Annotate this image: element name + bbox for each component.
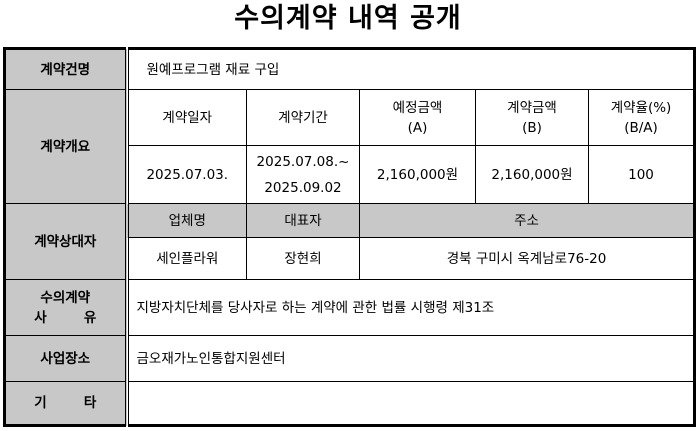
- counterparty-value-row: 세인플라워 장현희 경북 구미시 옥계남로76-20: [5, 237, 695, 280]
- page-title: 수의계약 내역 공개: [234, 3, 462, 34]
- contract-disclosure-table: 계약건명 원예프로그램 재료 구입 계약개요 계약일자 계약기간 예정금액 (A)…: [3, 47, 696, 427]
- contract-name-label: 계약건명: [4, 48, 129, 90]
- header-contract-date: 계약일자: [126, 89, 247, 146]
- etc-label-b: 타: [83, 395, 97, 411]
- counterparty-label: 계약상대자: [4, 203, 129, 280]
- period-end: 2025.09.02: [264, 179, 342, 196]
- contract-date-value: 2025.07.03.: [126, 145, 247, 204]
- etc-label-a: 기: [34, 395, 47, 411]
- reason-label-a: 사: [34, 309, 47, 326]
- reason-label: 수의계약 사 유: [4, 279, 129, 336]
- header-contract-amount: 계약금액 (B): [475, 89, 589, 146]
- reason-value: 지방자치단체를 당사자로 하는 계약에 관한 법률 시행령 제31조: [126, 279, 695, 336]
- header-representative: 대표자: [246, 203, 360, 238]
- header-address: 주소: [359, 203, 695, 238]
- company-value: 세인플라워: [126, 237, 247, 280]
- contract-name-row: 계약건명 원예프로그램 재료 구입: [4, 48, 695, 90]
- overview-value-row: 2025.07.03. 2025.07.08.~ 2025.09.02 2,160…: [5, 145, 695, 204]
- header-rate: 계약율(%) (B/A): [588, 89, 695, 146]
- period-start: 2025.07.08.~: [256, 153, 350, 170]
- header-contract-amount-sub: (B): [522, 119, 542, 136]
- contract-name-value: 원예프로그램 재료 구입: [126, 48, 695, 90]
- location-value: 금오재가노인통합지원센터: [126, 335, 695, 382]
- header-contract-period: 계약기간: [246, 89, 360, 146]
- counterparty-header-row: 계약상대자 업체명 대표자 주소: [4, 203, 695, 280]
- location-label: 사업장소: [4, 335, 129, 382]
- contract-period-value: 2025.07.08.~ 2025.09.02: [246, 145, 360, 204]
- overview-header-row: 계약개요 계약일자 계약기간 예정금액 (A) 계약금액 (B) 계약율(%) (B/…: [4, 89, 695, 204]
- reason-row: 수의계약 사 유 지방자치단체를 당사자로 하는 계약에 관한 법률 시행령 제3…: [4, 279, 695, 336]
- header-rate-label: 계약율(%): [610, 99, 672, 116]
- header-estimated-amount-label: 예정금액: [392, 99, 443, 116]
- rate-value: 100: [588, 145, 695, 204]
- location-row: 사업장소 금오재가노인통합지원센터: [4, 335, 695, 382]
- reason-label-line1: 수의계약: [40, 289, 91, 306]
- header-rate-sub: (B/A): [624, 119, 658, 136]
- header-contract-amount-label: 계약금액: [507, 99, 557, 116]
- contract-amount-value: 2,160,000원: [475, 145, 589, 204]
- header-estimated-amount-sub: (A): [407, 119, 428, 136]
- estimated-amount-value: 2,160,000원: [359, 145, 476, 204]
- representative-value: 장현희: [246, 237, 360, 280]
- header-estimated-amount: 예정금액 (A): [359, 89, 476, 146]
- reason-label-b: 유: [83, 309, 97, 326]
- overview-label: 계약개요: [4, 89, 129, 204]
- address-value: 경북 구미시 옥계남로76-20: [359, 237, 695, 280]
- header-company: 업체명: [126, 203, 247, 238]
- etc-value: [126, 381, 695, 426]
